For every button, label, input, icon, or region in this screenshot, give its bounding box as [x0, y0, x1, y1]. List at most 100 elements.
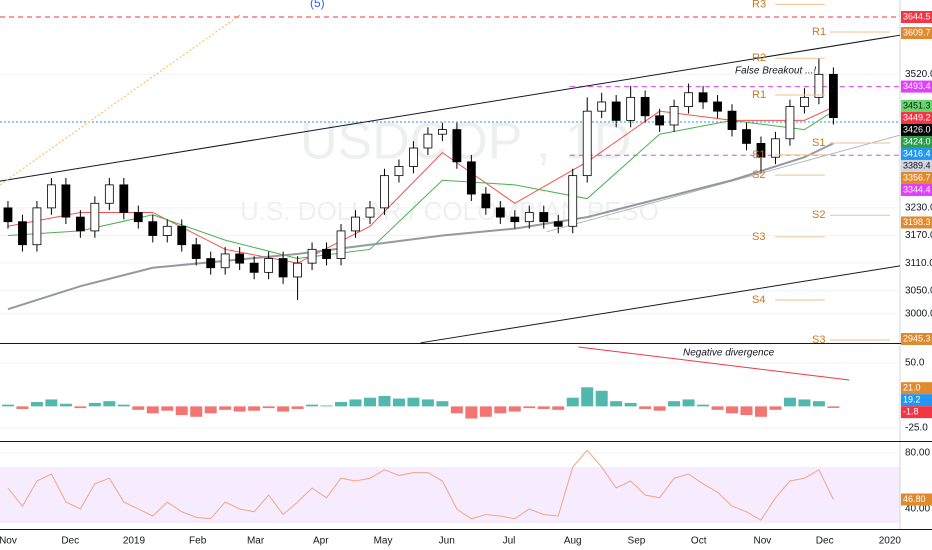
price-badge — [901, 159, 932, 172]
candle-body — [220, 253, 230, 269]
candle-body — [626, 96, 636, 121]
price-badge — [901, 27, 932, 40]
price-badge-label: 3356.7 — [903, 172, 931, 182]
histogram-bar — [610, 401, 623, 407]
histogram-bar — [479, 406, 492, 417]
price-badge — [901, 123, 932, 136]
watermark-sub: U.S. DOLLAR / COLOMBIAN PESO — [240, 196, 659, 226]
histogram-bar — [59, 403, 72, 407]
price-badge — [901, 171, 932, 184]
price-badge — [901, 332, 932, 345]
price-badge-label: 3644.5 — [903, 11, 931, 21]
moving-average — [7, 142, 834, 311]
histogram-bar — [161, 406, 174, 411]
histogram-bar — [523, 406, 536, 409]
pivot-label: S2 — [812, 209, 825, 221]
histogram-bar — [624, 402, 637, 407]
candle-body — [539, 212, 549, 223]
candle-body — [553, 221, 563, 227]
x-tick-label: Apr — [313, 536, 329, 547]
y-tick-label: -25.0 — [905, 423, 928, 434]
histogram-bar — [262, 406, 275, 409]
price-badge — [901, 147, 932, 160]
histogram-bar — [465, 406, 478, 419]
candle-body — [3, 207, 13, 223]
candle-body — [495, 207, 505, 218]
histogram-bar — [407, 397, 420, 407]
candle-body — [191, 244, 201, 259]
y-tick-label: 3000.0 — [905, 308, 932, 319]
candle-body — [597, 101, 607, 112]
histogram-bar — [798, 399, 811, 407]
price-badge-label: 3493.4 — [903, 81, 931, 91]
price-badge — [901, 493, 932, 506]
price-badge — [901, 406, 932, 419]
candle-body — [61, 184, 71, 218]
candle-body — [177, 225, 187, 246]
candle-body — [307, 248, 317, 264]
candle-body — [510, 216, 520, 223]
trend-line — [0, 14, 241, 186]
histogram-bar — [682, 399, 695, 407]
price-badge — [901, 135, 932, 148]
histogram-bar — [450, 406, 463, 414]
candle-body — [278, 258, 288, 278]
histogram-bar — [335, 402, 348, 407]
x-tick-label: Feb — [189, 536, 207, 547]
price-badge-label: 3416.4 — [903, 148, 931, 158]
x-tick-label: Dec — [61, 536, 79, 547]
candle-body — [206, 258, 216, 269]
candle-body — [756, 143, 766, 158]
candle-body — [655, 115, 665, 126]
price-badge-label: 3389.4 — [903, 160, 931, 170]
pivot-label: S3 — [812, 334, 825, 346]
candle-body — [293, 262, 302, 278]
price-badge — [901, 111, 932, 124]
candle-body — [611, 101, 621, 121]
x-tick-label: Nov — [754, 536, 772, 547]
histogram-bar — [697, 404, 710, 407]
histogram-bar — [277, 406, 290, 412]
annotation: Negative divergence — [683, 348, 775, 359]
price-badge-label: 2945.3 — [903, 333, 931, 343]
histogram-bar — [827, 406, 840, 408]
histogram-bar — [219, 406, 232, 410]
trend-line — [578, 346, 850, 381]
candle-body — [249, 262, 259, 273]
candle-body — [568, 175, 578, 227]
trend-line — [0, 34, 901, 182]
histogram-bar — [595, 390, 608, 407]
histogram-bar — [74, 406, 87, 409]
histogram-bar — [132, 406, 145, 410]
histogram-bar — [146, 406, 159, 414]
histogram-bar — [740, 406, 753, 416]
histogram-bar — [581, 387, 594, 407]
x-tick-label: May — [374, 536, 393, 547]
x-tick-label: Jun — [439, 536, 455, 547]
candle-body — [423, 133, 433, 149]
candle-body — [684, 92, 693, 107]
pivot-label: S4 — [752, 294, 765, 306]
candle-body — [394, 166, 404, 177]
histogram-bar — [566, 397, 579, 407]
candle-body — [727, 110, 737, 130]
y-tick-label: 80.00 — [905, 448, 930, 459]
candle-body — [814, 73, 824, 98]
histogram-bar — [88, 402, 101, 407]
histogram-bar — [1, 404, 14, 407]
candle-body — [336, 230, 346, 259]
pivot-label: R1 — [752, 89, 766, 101]
candle-body — [90, 202, 100, 232]
price-badge — [901, 382, 932, 395]
price-badge — [901, 99, 932, 112]
histogram-bar — [783, 397, 796, 407]
histogram-bar — [363, 397, 376, 407]
histogram-bar — [117, 404, 130, 407]
histogram-bar — [103, 401, 116, 407]
x-tick-label: Nov — [0, 536, 17, 547]
histogram-bar — [711, 406, 724, 410]
rsi-line — [7, 449, 834, 521]
candle-body — [32, 207, 42, 246]
